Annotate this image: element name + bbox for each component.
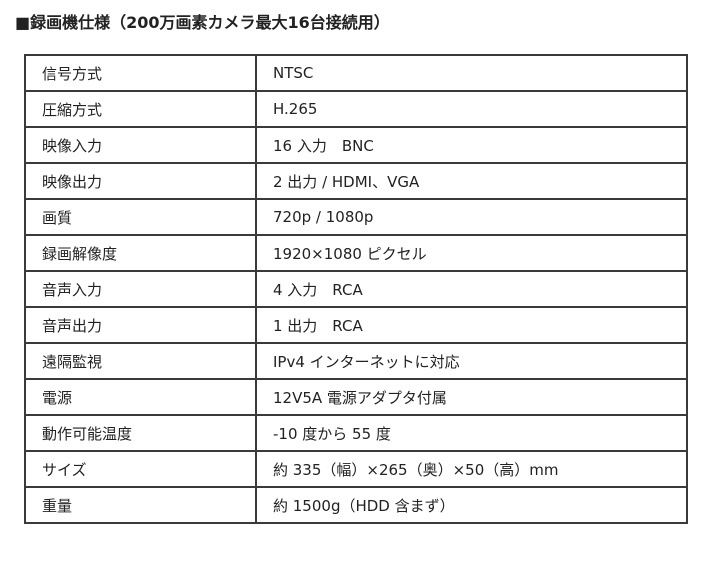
spec-value: 720p / 1080p: [255, 198, 688, 236]
spec-value: 16 入力 BNC: [255, 126, 688, 164]
table-row: サイズ約 335（幅）×265（奥）×50（高）mm: [24, 450, 688, 488]
table-row: 信号方式 NTSC: [24, 54, 688, 92]
spec-value: 約 335（幅）×265（奥）×50（高）mm: [255, 450, 688, 488]
spec-value: 2 出力 / HDMI、VGA: [255, 162, 688, 200]
table-row: 圧縮方式 H.265: [24, 90, 688, 128]
spec-label: サイズ: [24, 450, 257, 488]
table-row: 録画解像度 1920×1080 ピクセル: [24, 234, 688, 272]
spec-label: 録画解像度: [24, 234, 257, 272]
spec-value: NTSC: [255, 54, 688, 92]
spec-label: 画質: [24, 198, 257, 236]
spec-value: 4 入力 RCA: [255, 270, 688, 308]
spec-value: 約 1500g（HDD 含まず）: [255, 486, 688, 524]
page-title: ■録画機仕様（200万画素カメラ最大16台接続用）: [15, 13, 390, 32]
table-row: 電源 12V5A 電源アダプタ付属: [24, 378, 688, 416]
spec-label: 映像出力: [24, 162, 257, 200]
table-row: 重量約 1500g（HDD 含まず）: [24, 486, 688, 524]
spec-value: 1 出力 RCA: [255, 306, 688, 344]
spec-label: 映像入力: [24, 126, 257, 164]
spec-label: 動作可能温度: [24, 414, 257, 452]
spec-value: 12V5A 電源アダプタ付属: [255, 378, 688, 416]
table-row: 音声出力 1 出力 RCA: [24, 306, 688, 344]
table-row: 映像出力 2 出力 / HDMI、VGA: [24, 162, 688, 200]
spec-table: 信号方式 NTSC 圧縮方式 H.265 映像入力 16 入力 BNC 映像出力 2 出力 /…: [24, 54, 688, 524]
table-row: 動作可能温度 -10 度から 55 度: [24, 414, 688, 452]
spec-value: IPv4 インターネットに対応: [255, 342, 688, 380]
spec-label: 圧縮方式: [24, 90, 257, 128]
table-row: 音声入力 4 入力 RCA: [24, 270, 688, 308]
spec-label: 重量: [24, 486, 257, 524]
spec-value: 1920×1080 ピクセル: [255, 234, 688, 272]
spec-value: H.265: [255, 90, 688, 128]
spec-label: 電源: [24, 378, 257, 416]
spec-label: 遠隔監視: [24, 342, 257, 380]
spec-label: 音声出力: [24, 306, 257, 344]
spec-value: -10 度から 55 度: [255, 414, 688, 452]
spec-label: 音声入力: [24, 270, 257, 308]
spec-label: 信号方式: [24, 54, 257, 92]
table-row: 映像入力 16 入力 BNC: [24, 126, 688, 164]
table-row: 画質 720p / 1080p: [24, 198, 688, 236]
table-row: 遠隔監視 IPv4 インターネットに対応: [24, 342, 688, 380]
